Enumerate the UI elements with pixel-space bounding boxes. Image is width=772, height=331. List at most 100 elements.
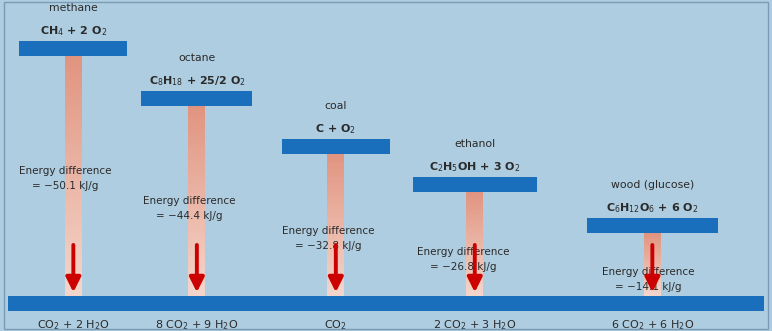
- Bar: [327, 237, 344, 239]
- Bar: [188, 146, 205, 149]
- Bar: [141, 91, 252, 106]
- Bar: [188, 208, 205, 211]
- Bar: [327, 216, 344, 218]
- Bar: [644, 267, 661, 269]
- Bar: [188, 244, 205, 246]
- Bar: [327, 205, 344, 207]
- Bar: [65, 134, 82, 137]
- Bar: [65, 101, 82, 104]
- Bar: [188, 282, 205, 284]
- Bar: [65, 146, 82, 149]
- Bar: [327, 259, 344, 261]
- Bar: [644, 243, 661, 244]
- Bar: [644, 239, 661, 240]
- Bar: [65, 83, 82, 86]
- Bar: [65, 272, 82, 275]
- Bar: [327, 291, 344, 293]
- Bar: [327, 171, 344, 173]
- Bar: [65, 113, 82, 116]
- Bar: [327, 193, 344, 195]
- Bar: [188, 160, 205, 163]
- Bar: [188, 167, 205, 170]
- Bar: [327, 218, 344, 220]
- Bar: [466, 236, 483, 238]
- Text: Energy difference
= −32.8 kJ/g: Energy difference = −32.8 kJ/g: [282, 226, 374, 251]
- Bar: [466, 271, 483, 273]
- Text: Energy difference
= −50.1 kJ/g: Energy difference = −50.1 kJ/g: [19, 166, 112, 191]
- Bar: [65, 107, 82, 110]
- Text: Energy difference
= −14.1 kJ/g: Energy difference = −14.1 kJ/g: [602, 267, 695, 292]
- Bar: [188, 153, 205, 156]
- Bar: [188, 122, 205, 125]
- Bar: [466, 210, 483, 212]
- Bar: [188, 229, 205, 232]
- Bar: [644, 294, 661, 296]
- Bar: [466, 202, 483, 204]
- Bar: [327, 226, 344, 229]
- Bar: [188, 289, 205, 292]
- Bar: [327, 275, 344, 277]
- Bar: [644, 263, 661, 264]
- Bar: [65, 86, 82, 89]
- Bar: [327, 230, 344, 232]
- Text: methane: methane: [49, 3, 98, 13]
- Bar: [644, 283, 661, 284]
- Bar: [65, 131, 82, 134]
- Bar: [327, 276, 344, 278]
- Bar: [327, 212, 344, 214]
- Bar: [466, 231, 483, 232]
- Bar: [65, 278, 82, 281]
- Bar: [466, 282, 483, 283]
- Bar: [466, 232, 483, 234]
- Bar: [644, 246, 661, 247]
- Bar: [466, 227, 483, 228]
- Bar: [188, 206, 205, 208]
- Text: coal: coal: [325, 101, 347, 111]
- Bar: [327, 264, 344, 266]
- Bar: [65, 65, 82, 68]
- Bar: [466, 246, 483, 248]
- Bar: [327, 285, 344, 287]
- Bar: [282, 139, 390, 154]
- Bar: [65, 227, 82, 230]
- Bar: [188, 196, 205, 199]
- Bar: [327, 292, 344, 295]
- Bar: [65, 173, 82, 176]
- Bar: [644, 253, 661, 254]
- Bar: [327, 260, 344, 262]
- Bar: [644, 260, 661, 261]
- Bar: [188, 203, 205, 206]
- Bar: [188, 284, 205, 287]
- Bar: [644, 270, 661, 271]
- Bar: [65, 212, 82, 215]
- Bar: [65, 218, 82, 221]
- Bar: [466, 272, 483, 274]
- Bar: [327, 244, 344, 246]
- Bar: [466, 253, 483, 255]
- Bar: [188, 201, 205, 204]
- Bar: [644, 274, 661, 275]
- Bar: [65, 254, 82, 257]
- Bar: [644, 246, 661, 248]
- Bar: [65, 149, 82, 152]
- Bar: [327, 169, 344, 172]
- Bar: [466, 203, 483, 205]
- Bar: [466, 209, 483, 210]
- Bar: [644, 275, 661, 277]
- Bar: [466, 275, 483, 277]
- Bar: [466, 289, 483, 291]
- Bar: [644, 284, 661, 285]
- Bar: [65, 155, 82, 158]
- Bar: [65, 281, 82, 284]
- Bar: [188, 179, 205, 182]
- Bar: [644, 283, 661, 284]
- Bar: [65, 200, 82, 203]
- Bar: [466, 229, 483, 231]
- Bar: [188, 182, 205, 184]
- Bar: [188, 262, 205, 265]
- Bar: [65, 143, 82, 146]
- Bar: [466, 214, 483, 215]
- Bar: [644, 280, 661, 281]
- Bar: [327, 235, 344, 238]
- Bar: [587, 218, 718, 233]
